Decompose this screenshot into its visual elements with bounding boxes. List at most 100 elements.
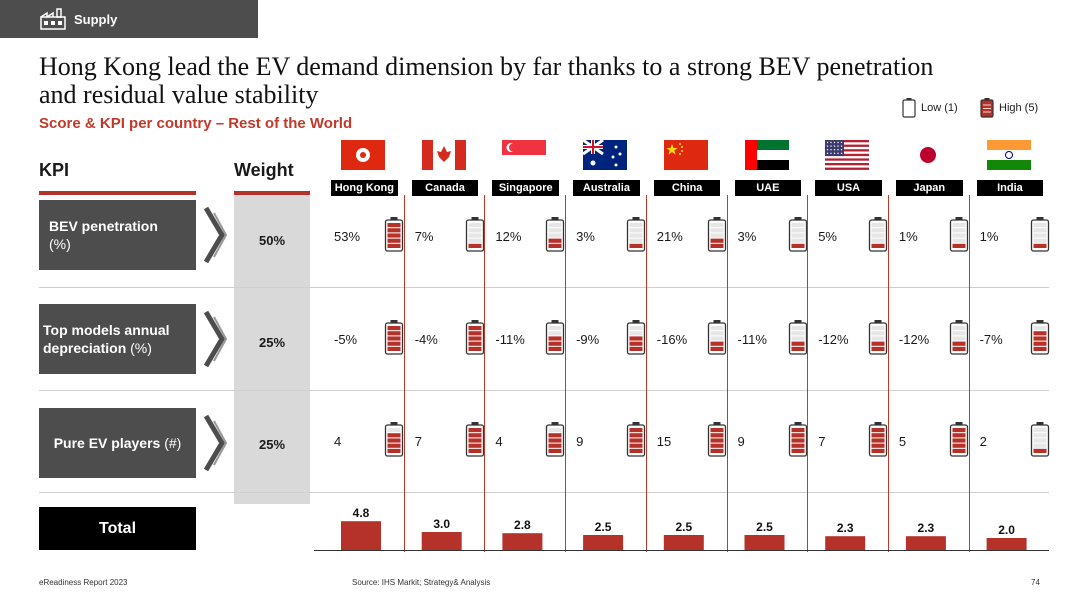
kpi-cell: -12% [818, 320, 896, 360]
kpi-name: Top models annual depreciation [43, 322, 170, 356]
kpi-value: 7% [414, 229, 434, 244]
kpi-row-depreciation: Top models annual depreciation (%) [39, 304, 196, 374]
kpi-value: -4% [414, 332, 438, 347]
kpi-value: 4 [495, 434, 503, 449]
kpi-cell: 53% [334, 217, 412, 257]
kpi-unit: (#) [160, 435, 182, 451]
kpi-name: BEV penetration [49, 218, 158, 234]
kpi-cell: 12% [495, 217, 573, 257]
kpi-cell: 7 [415, 422, 493, 462]
total-bar-uae [744, 535, 785, 550]
footer-source: Source: IHS Markit; Strategy& Analysis [352, 578, 491, 587]
country-name: Singapore [492, 180, 560, 196]
kpi-value: 21% [656, 229, 683, 244]
page-number: 74 [1031, 578, 1040, 587]
page-title: Hong Kong lead the EV demand dimension b… [39, 52, 934, 109]
kpi-cell: 1% [980, 217, 1058, 257]
kpi-cell: 2 [980, 422, 1058, 462]
flag-uae-icon [744, 140, 789, 170]
total-value-label: 2.5 [675, 520, 692, 534]
kpi-name: Pure EV players [53, 435, 161, 451]
kpi-row-bev-penetration: BEV penetration (%) [39, 200, 196, 270]
row-divider [39, 287, 1049, 288]
kpi-value: -9% [576, 332, 600, 347]
country-name: USA [815, 180, 882, 196]
kpi-cell: 7 [818, 422, 896, 462]
kpi-cell: 5 [899, 422, 977, 462]
weight-column-background [234, 195, 310, 504]
total-bar-singapore [502, 533, 543, 550]
battery-empty-icon [902, 98, 916, 118]
flag-india-icon [986, 140, 1031, 170]
kpi-header: KPI [39, 160, 70, 180]
kpi-cell: -4% [415, 320, 493, 360]
country-name: Japan [895, 180, 963, 196]
total-value-label: 2.5 [595, 520, 612, 534]
kpi-value: 1% [898, 229, 918, 244]
kpi-cell: 15 [657, 422, 735, 462]
chart-baseline [314, 550, 1049, 551]
kpi-cell: 5% [818, 217, 896, 257]
kpi-cell: -12% [899, 320, 977, 360]
column-separator [565, 195, 567, 552]
total-value-label: 3.0 [433, 517, 450, 531]
column-separator [807, 195, 809, 552]
column-separator [645, 195, 647, 552]
kpi-value: -12% [898, 332, 930, 347]
kpi-cell: 4 [334, 422, 412, 462]
legend-low-label: Low (1) [921, 102, 958, 114]
total-value-label: 2.5 [756, 520, 773, 534]
flag-singapore-icon [502, 140, 547, 170]
kpi-value: 9 [576, 434, 584, 449]
column-separator [887, 195, 889, 552]
country-name: China [653, 180, 721, 196]
kpi-value: 4 [334, 434, 342, 449]
kpi-cell: 21% [657, 217, 735, 257]
country-name: Australia [573, 180, 640, 196]
total-bar-australia [583, 535, 624, 550]
total-bar-japan [905, 536, 946, 550]
chevron-right-icon [203, 310, 228, 368]
country-name: UAE [734, 180, 802, 196]
weight-value: 25% [258, 437, 286, 452]
flag-canada-icon [421, 140, 466, 170]
kpi-cell: -9% [576, 320, 654, 360]
footer-report: eReadiness Report 2023 [39, 578, 128, 587]
kpi-cell: 3% [576, 217, 654, 257]
kpi-cell: 7% [415, 217, 493, 257]
kpi-cell: -16% [657, 320, 735, 360]
kpi-value: 3% [737, 229, 757, 244]
weight-value: 25% [258, 335, 286, 350]
total-bar-india [986, 538, 1027, 550]
kpi-cell: -5% [334, 320, 412, 360]
kpi-row-ev-players: Pure EV players (#) [39, 408, 196, 478]
section-header: Supply [0, 0, 258, 38]
section-label: Supply [74, 11, 118, 27]
kpi-value: -11% [737, 332, 767, 347]
legend-high: High (5) [980, 98, 1038, 118]
kpi-cell: 3% [738, 217, 816, 257]
total-value-label: 2.3 [837, 521, 854, 535]
kpi-value: 5% [818, 229, 837, 244]
kpi-cell: 1% [899, 217, 977, 257]
kpi-value: 12% [495, 229, 522, 244]
battery-full-icon [980, 98, 994, 118]
legend-low: Low (1) [902, 98, 958, 118]
weight-header-underline [234, 191, 310, 195]
flag-japan-icon [905, 140, 950, 170]
country-name: Hong Kong [331, 180, 398, 196]
kpi-value: 1% [979, 229, 999, 244]
kpi-value: -11% [495, 332, 525, 347]
column-separator [726, 195, 728, 552]
kpi-value: -12% [818, 332, 849, 347]
chevron-right-icon [203, 414, 228, 472]
kpi-value: 5 [898, 434, 907, 449]
kpi-cell: 9 [738, 422, 816, 462]
kpi-value: 7 [414, 434, 422, 449]
chevron-right-icon [203, 206, 228, 264]
flag-australia-icon [582, 138, 628, 170]
kpi-cell: -7% [980, 320, 1058, 360]
kpi-header-underline [39, 191, 196, 195]
row-divider [39, 492, 1049, 493]
total-value-label: 2.8 [514, 518, 531, 532]
